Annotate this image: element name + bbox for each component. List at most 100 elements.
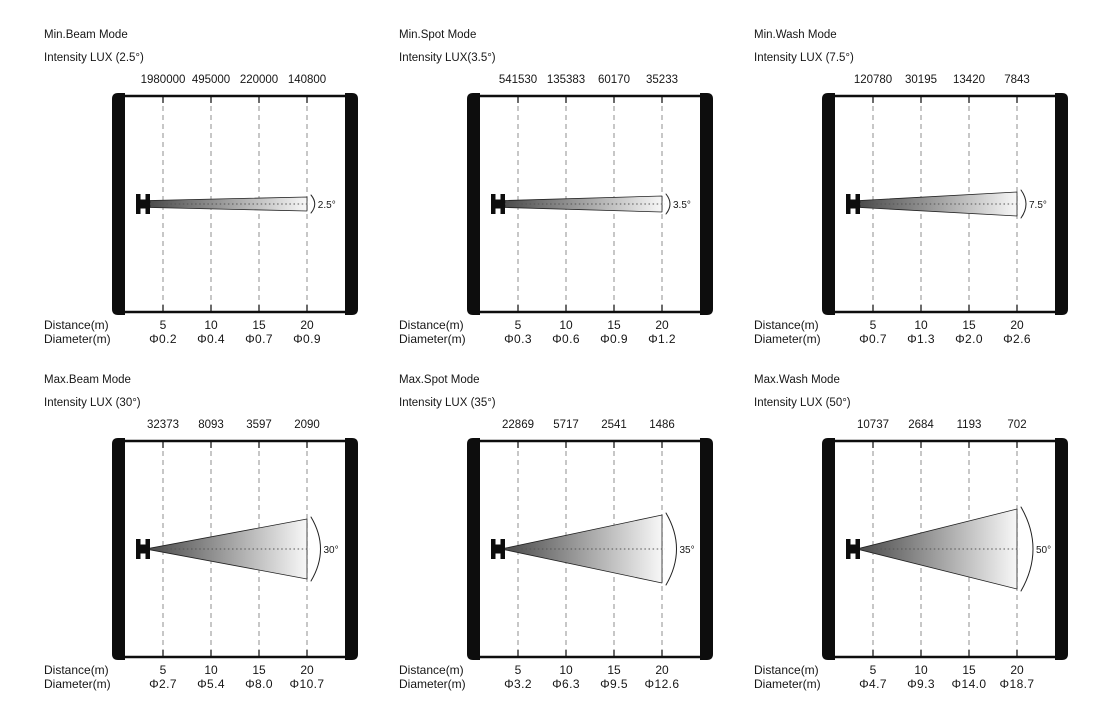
distance-value: 5 [159, 663, 167, 677]
intensity-value: 5717 [553, 419, 579, 431]
diameter-value: Φ0.6 [552, 332, 580, 346]
distance-value: 20 [300, 663, 314, 677]
diameter-row: Diameter(m) Φ3.2 Φ6.3 Φ9.5 Φ12.6 [385, 677, 741, 691]
diameter-value: Φ0.2 [149, 332, 177, 346]
diameter-axis-label: Diameter(m) [399, 677, 466, 691]
beam-diagram: 2.5° [110, 93, 360, 315]
distance-axis-label: Distance(m) [44, 318, 109, 332]
diameter-value: Φ12.6 [644, 677, 680, 691]
diameter-axis-label: Diameter(m) [44, 332, 111, 346]
beam-angle-label: 30° [324, 545, 339, 556]
frame-left-bar [112, 93, 125, 315]
intensity-axis-title: Intensity LUX (30°) [44, 397, 141, 409]
distance-value: 20 [1010, 318, 1024, 332]
diameter-value: Φ1.3 [907, 332, 935, 346]
diameter-value: Φ0.4 [197, 332, 225, 346]
intensity-value: 2684 [908, 419, 934, 431]
diameter-axis-label: Diameter(m) [399, 332, 466, 346]
diameter-value: Φ9.3 [907, 677, 935, 691]
intensity-values-row: 541530 135383 60170 35233 [385, 74, 741, 88]
diameter-row: Diameter(m) Φ0.3 Φ0.6 Φ0.9 Φ1.2 [385, 332, 741, 346]
intensity-values-row: 10737 2684 1193 702 [740, 419, 1096, 433]
frame-left-bar [822, 93, 835, 315]
panel-title: Min.Spot Mode [399, 29, 477, 41]
beam-angle-arc [310, 194, 316, 214]
intensity-values-row: 120780 30195 13420 7843 [740, 74, 1096, 88]
diameter-value: Φ3.2 [504, 677, 532, 691]
intensity-value: 702 [1007, 419, 1027, 431]
diameter-value: Φ2.6 [1003, 332, 1031, 346]
intensity-axis-title: Intensity LUX (50°) [754, 397, 851, 409]
frame-right-bar [1055, 438, 1068, 660]
distance-value: 5 [514, 318, 522, 332]
distance-value: 15 [252, 318, 266, 332]
intensity-value: 2090 [294, 419, 320, 431]
intensity-value: 22869 [502, 419, 534, 431]
diameter-axis-label: Diameter(m) [754, 332, 821, 346]
intensity-value: 10737 [857, 419, 889, 431]
distance-value: 15 [252, 663, 266, 677]
distance-value: 15 [607, 318, 621, 332]
frame-right-bar [700, 93, 713, 315]
distance-value: 15 [962, 318, 976, 332]
diameter-row: Diameter(m) Φ0.2 Φ0.4 Φ0.7 Φ0.9 [30, 332, 386, 346]
distance-value: 10 [914, 663, 928, 677]
diameter-row: Diameter(m) Φ0.7 Φ1.3 Φ2.0 Φ2.6 [740, 332, 1096, 346]
intensity-axis-title: Intensity LUX(3.5°) [399, 52, 496, 64]
intensity-value: 3597 [246, 419, 272, 431]
beam-diagram: 50° [820, 438, 1070, 660]
distance-value: 10 [914, 318, 928, 332]
beam-diagram: 3.5° [465, 93, 715, 315]
beam-diagram: 30° [110, 438, 360, 660]
beam-angle-arc [665, 512, 677, 586]
distance-value: 10 [559, 663, 573, 677]
beam-diagram-svg: 30° [112, 438, 358, 660]
beam-angle-arc [1020, 506, 1034, 592]
distance-row: Distance(m) 5 10 15 20 [385, 663, 741, 677]
intensity-value: 1980000 [140, 74, 186, 86]
distance-value: 5 [159, 318, 167, 332]
frame-right-bar [700, 438, 713, 660]
beam-diagram-svg: 35° [467, 438, 713, 660]
panel-max-wash-mode: Max.Wash Mode Intensity LUX (50°) 10737 … [740, 345, 1096, 693]
intensity-axis-title: Intensity LUX (2.5°) [44, 52, 144, 64]
distance-row: Distance(m) 5 10 15 20 [740, 663, 1096, 677]
distance-value: 20 [300, 318, 314, 332]
diameter-value: Φ5.4 [197, 677, 225, 691]
intensity-value: 120780 [853, 74, 893, 86]
beam-diagram-svg: 2.5° [112, 93, 358, 315]
intensity-axis-title: Intensity LUX (35°) [399, 397, 496, 409]
intensity-value: 30195 [905, 74, 937, 86]
light-fixture-icon [846, 194, 860, 214]
panel-max-beam-mode: Max.Beam Mode Intensity LUX (30°) 32373 … [30, 345, 386, 693]
distance-value: 20 [1010, 663, 1024, 677]
distance-axis-label: Distance(m) [399, 663, 464, 677]
beam-diagram-svg: 3.5° [467, 93, 713, 315]
diameter-value: Φ0.7 [859, 332, 887, 346]
distance-row: Distance(m) 5 10 15 20 [385, 318, 741, 332]
light-fixture-icon [491, 194, 505, 214]
beam-angle-label: 7.5° [1029, 200, 1047, 211]
beam-diagram: 7.5° [820, 93, 1070, 315]
intensity-value: 140800 [287, 74, 327, 86]
panel-min-spot-mode: Min.Spot Mode Intensity LUX(3.5°) 541530… [385, 0, 741, 348]
diameter-value: Φ0.9 [600, 332, 628, 346]
beam-angle-label: 50° [1036, 545, 1051, 556]
frame-right-bar [345, 93, 358, 315]
intensity-value: 35233 [646, 74, 678, 86]
distance-value: 15 [607, 663, 621, 677]
panel-max-spot-mode: Max.Spot Mode Intensity LUX (35°) 22869 … [385, 345, 741, 693]
intensity-value: 135383 [546, 74, 586, 86]
panel-title: Max.Wash Mode [754, 374, 840, 386]
panel-min-beam-mode: Min.Beam Mode Intensity LUX (2.5°) 19800… [30, 0, 386, 348]
distance-axis-label: Distance(m) [754, 663, 819, 677]
intensity-values-row: 1980000 495000 220000 140800 [30, 74, 386, 88]
beam-angle-label: 2.5° [318, 200, 336, 211]
diameter-axis-label: Diameter(m) [754, 677, 821, 691]
light-fixture-icon [846, 539, 860, 559]
panel-title: Max.Spot Mode [399, 374, 480, 386]
distance-value: 5 [869, 663, 877, 677]
distance-row: Distance(m) 5 10 15 20 [30, 663, 386, 677]
frame-left-bar [822, 438, 835, 660]
intensity-value: 1193 [956, 419, 982, 431]
